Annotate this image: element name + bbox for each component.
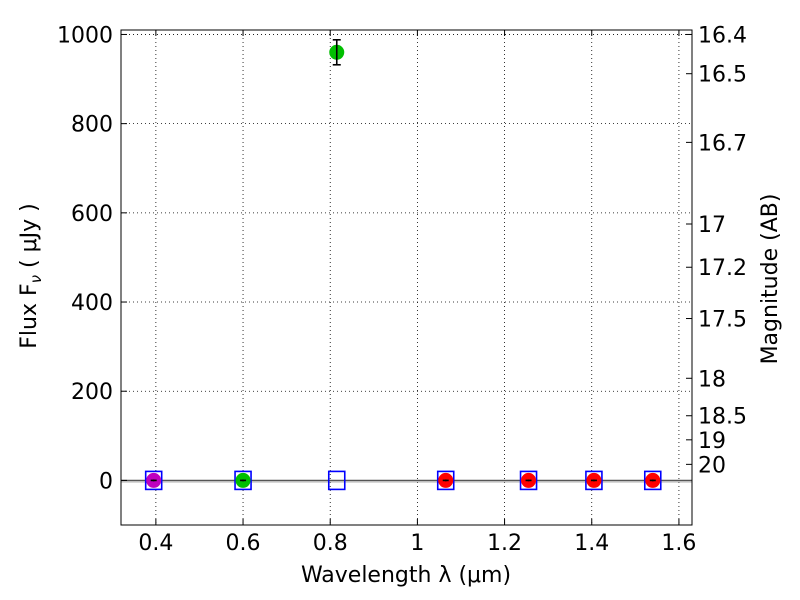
model-point xyxy=(436,470,455,491)
right-tick-label: 19 xyxy=(698,429,726,454)
right-tick-label: 17 xyxy=(698,213,726,238)
plot-frame xyxy=(120,29,693,526)
y-axis-label: Flux Fν ( μJy ) xyxy=(17,203,45,348)
x-tick-label: 0.4 xyxy=(138,531,173,556)
y-axis-ticks: 0 200 400 600 800 1000 xyxy=(57,23,127,494)
right-tick-label: 16.5 xyxy=(698,63,747,88)
grid-lines xyxy=(121,30,692,525)
model-point xyxy=(327,470,346,491)
y-tick-label: 0 xyxy=(99,469,113,494)
x-tick-label: 0.6 xyxy=(226,531,261,556)
model-point xyxy=(585,470,603,491)
y-axis-label-main: Flux F xyxy=(17,283,42,348)
y-tick-label: 600 xyxy=(71,202,113,227)
y-axis-label-unit: ( μJy ) xyxy=(17,203,42,275)
model-point xyxy=(234,470,252,491)
model-point xyxy=(144,470,163,491)
x-tick-label: 1.4 xyxy=(574,531,609,556)
right-tick-label: 16.4 xyxy=(698,23,747,48)
x-tick-label: 1.6 xyxy=(661,531,696,556)
model-point xyxy=(519,470,538,491)
y-axis-label-sub: ν xyxy=(27,275,45,283)
right-axis-label: Magnitude (AB) xyxy=(758,194,783,365)
reference-lines xyxy=(121,479,692,483)
x-axis-label: Wavelength λ (μm) xyxy=(301,563,511,588)
right-tick-label: 16.7 xyxy=(698,131,747,156)
model-point xyxy=(643,470,662,491)
data-markers xyxy=(144,39,662,491)
right-tick-label: 18.5 xyxy=(698,405,747,430)
right-tick-label: 18 xyxy=(698,367,726,392)
y-tick-label: 800 xyxy=(71,113,113,138)
right-tick-label: 20 xyxy=(698,453,726,478)
x-tick-label: 0.8 xyxy=(313,531,348,556)
x-axis-ticks: 0.4 0.6 0.8 1 1.2 1.4 1.6 xyxy=(138,30,696,556)
y-tick-label: 1000 xyxy=(57,23,113,48)
y-tick-label: 200 xyxy=(71,380,113,405)
x-tick-label: 1.2 xyxy=(487,531,522,556)
y-tick-label: 400 xyxy=(71,291,113,316)
right-tick-label: 17.5 xyxy=(698,308,747,333)
right-tick-label: 17.2 xyxy=(698,256,747,281)
x-tick-label: 1 xyxy=(410,531,424,556)
